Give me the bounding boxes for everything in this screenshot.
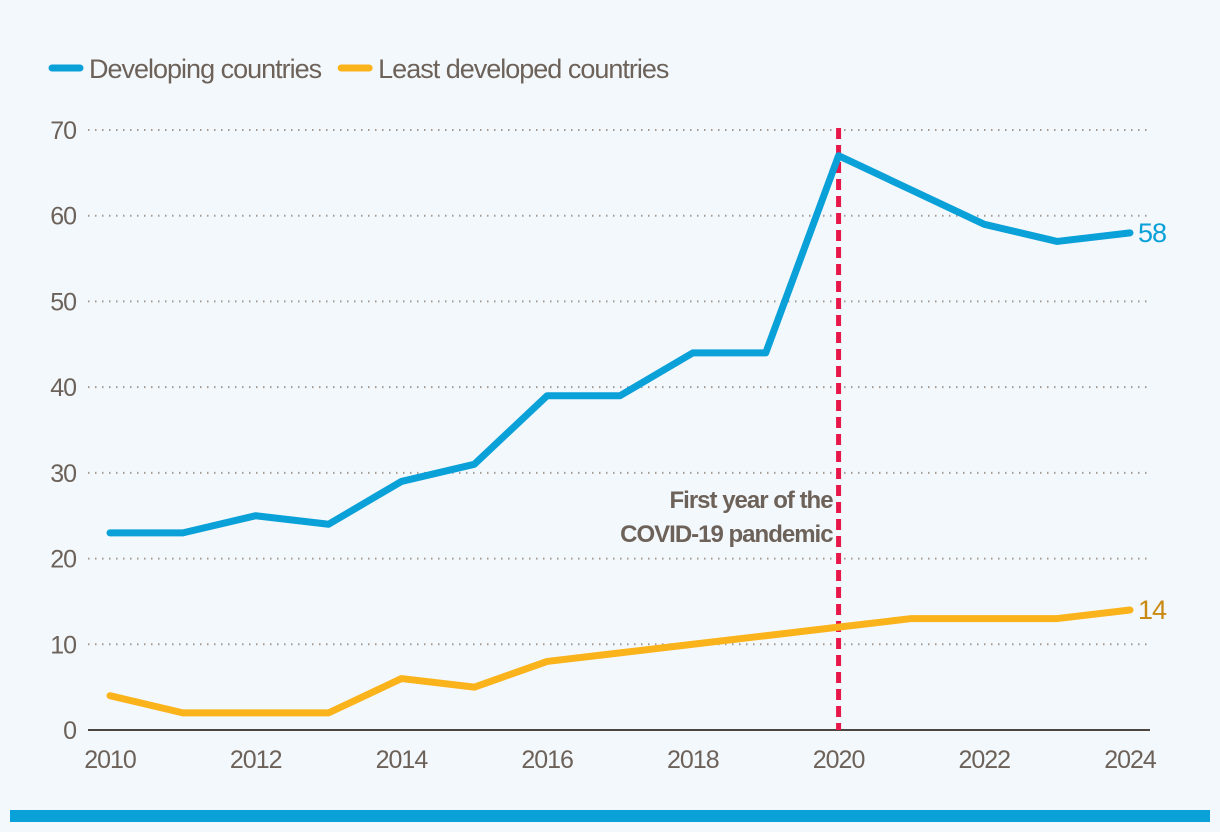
- y-tick-label: 20: [50, 546, 76, 574]
- y-tick-label: 50: [50, 288, 76, 316]
- end-value-label: 14: [1138, 595, 1167, 625]
- x-tick-label: 2022: [958, 746, 1010, 774]
- x-tick-label: 2010: [84, 746, 136, 774]
- annotation-text: COVID-19 pandemic: [620, 521, 833, 548]
- y-tick-label: 30: [50, 460, 76, 488]
- end-value-label: 58: [1138, 218, 1166, 248]
- bottom-accent-bar: [10, 810, 1210, 822]
- x-tick-label: 2024: [1104, 746, 1157, 774]
- series-line-least-developed: [106, 606, 1134, 717]
- x-tick-label: 2012: [230, 746, 282, 774]
- y-tick-label: 70: [50, 117, 76, 145]
- x-tick-label: 2016: [521, 746, 573, 774]
- legend-label: Least developed countries: [378, 54, 669, 84]
- series-line-developing: [106, 152, 1134, 537]
- legend-label: Developing countries: [89, 54, 322, 84]
- x-tick-label: 2018: [667, 746, 719, 774]
- x-tick-label: 2020: [813, 746, 865, 774]
- annotation-text: First year of the: [670, 487, 834, 514]
- y-tick-label: 10: [50, 631, 76, 659]
- y-tick-label: 0: [63, 717, 76, 745]
- x-tick-label: 2014: [376, 746, 429, 774]
- y-tick-label: 40: [50, 374, 76, 402]
- y-tick-label: 60: [50, 203, 76, 231]
